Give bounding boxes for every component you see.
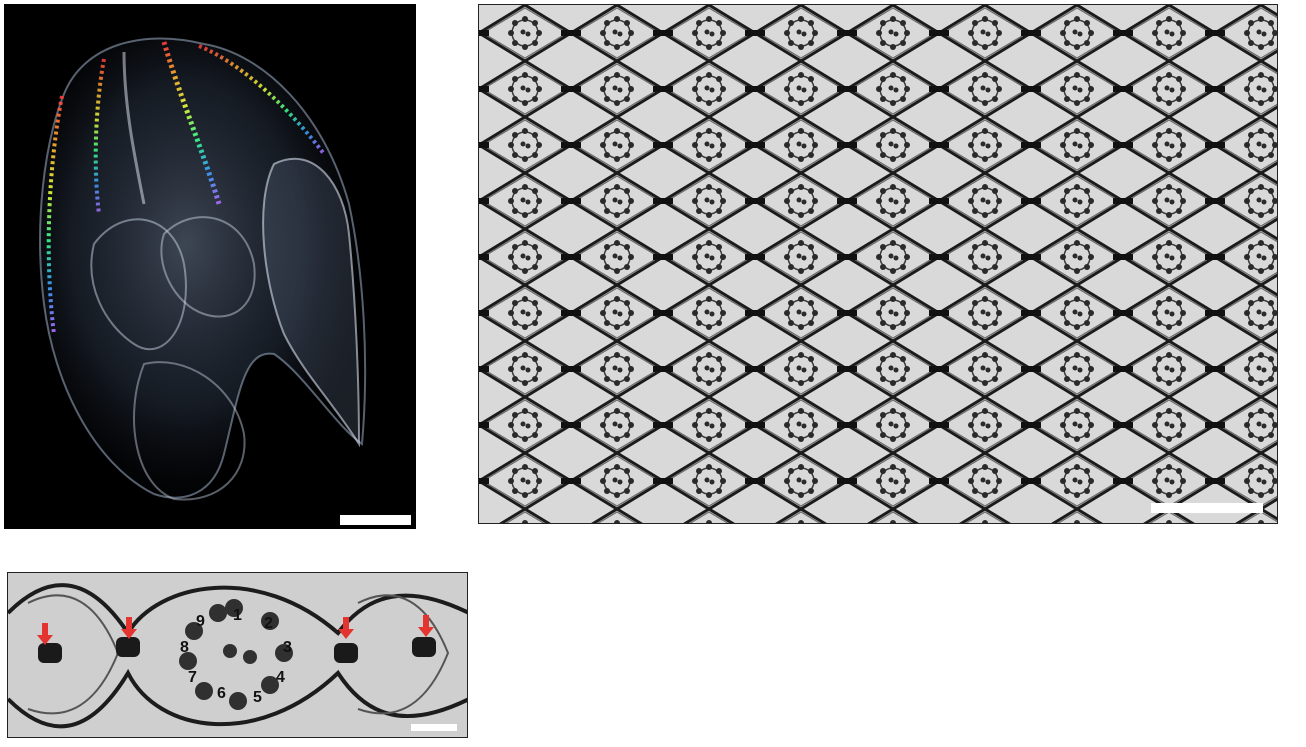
- doublet-number-8: 8: [180, 639, 189, 656]
- axoneme-detail: [8, 573, 467, 737]
- doublet-number-7: 7: [188, 669, 197, 686]
- axoneme-lattice: [479, 5, 1277, 523]
- tem-detail-panel: 1 2 3 4 5 6 7 8 9: [7, 572, 468, 738]
- doublet-number-2: 2: [264, 615, 273, 632]
- doublet-number-9: 9: [196, 613, 205, 630]
- tem-array-panel: [478, 4, 1278, 524]
- doublet-number-6: 6: [217, 685, 226, 702]
- scale-bar: [340, 515, 411, 525]
- ctenophore-photo-panel: [4, 4, 416, 529]
- doublet-number-4: 4: [276, 669, 285, 686]
- doublet-number-1: 1: [233, 607, 242, 624]
- ctenophore-illustration: [39, 37, 367, 501]
- red-arrows: [37, 615, 434, 645]
- scale-bar: [1151, 503, 1263, 513]
- doublet-number-5: 5: [253, 689, 262, 706]
- doublet-number-3: 3: [283, 639, 292, 656]
- scale-bar: [411, 724, 457, 731]
